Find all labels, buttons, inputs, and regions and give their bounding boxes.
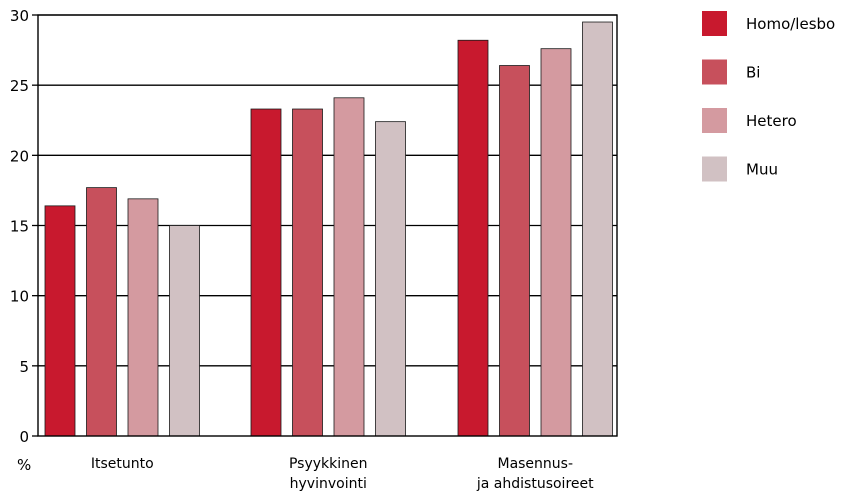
category-label: Itsetunto [91, 456, 154, 472]
category-labels: Itsetunto Psyykkinen hyvinvointi Masennus-j… [91, 456, 594, 492]
y-tick-label: 20 [10, 147, 29, 165]
legend-swatch [702, 11, 727, 36]
y-tick-label: 15 [10, 218, 29, 236]
legend-label: Hetero [746, 112, 797, 130]
y-axis-unit-label: % [17, 456, 31, 474]
y-tick-label: 25 [10, 77, 29, 95]
category-label: Psyykkinen [289, 456, 368, 472]
category-label: hyvinvointi [290, 476, 367, 492]
bar [86, 187, 117, 437]
y-tick-label: 5 [19, 358, 29, 376]
bar [250, 108, 282, 437]
category-label: ja ahdistusoireet [476, 476, 594, 492]
legend-label: Bi [746, 64, 760, 82]
legend: Homo/lesbo Bi Hetero Muu [702, 11, 835, 182]
bars [44, 21, 613, 437]
legend-label: Muu [746, 161, 778, 179]
y-tick-label: 0 [19, 428, 29, 446]
y-tick-label: 10 [10, 288, 29, 306]
bar [292, 108, 323, 437]
bar [333, 97, 365, 437]
category-label: Masennus- [497, 456, 573, 472]
bar [169, 225, 200, 437]
bar [375, 121, 406, 437]
y-tick-labels: 0 5 10 15 20 25 30 [10, 7, 38, 446]
bar [127, 198, 159, 437]
bar [540, 48, 572, 437]
gridlines [38, 14, 617, 367]
legend-swatch [702, 156, 727, 182]
bar [499, 65, 530, 437]
legend-swatch [702, 59, 727, 85]
legend-swatch [702, 108, 727, 133]
bar [582, 21, 613, 437]
y-tick-label: 30 [10, 7, 29, 25]
bar [457, 39, 489, 437]
bar [44, 205, 76, 437]
legend-label: Homo/lesbo [746, 15, 835, 33]
